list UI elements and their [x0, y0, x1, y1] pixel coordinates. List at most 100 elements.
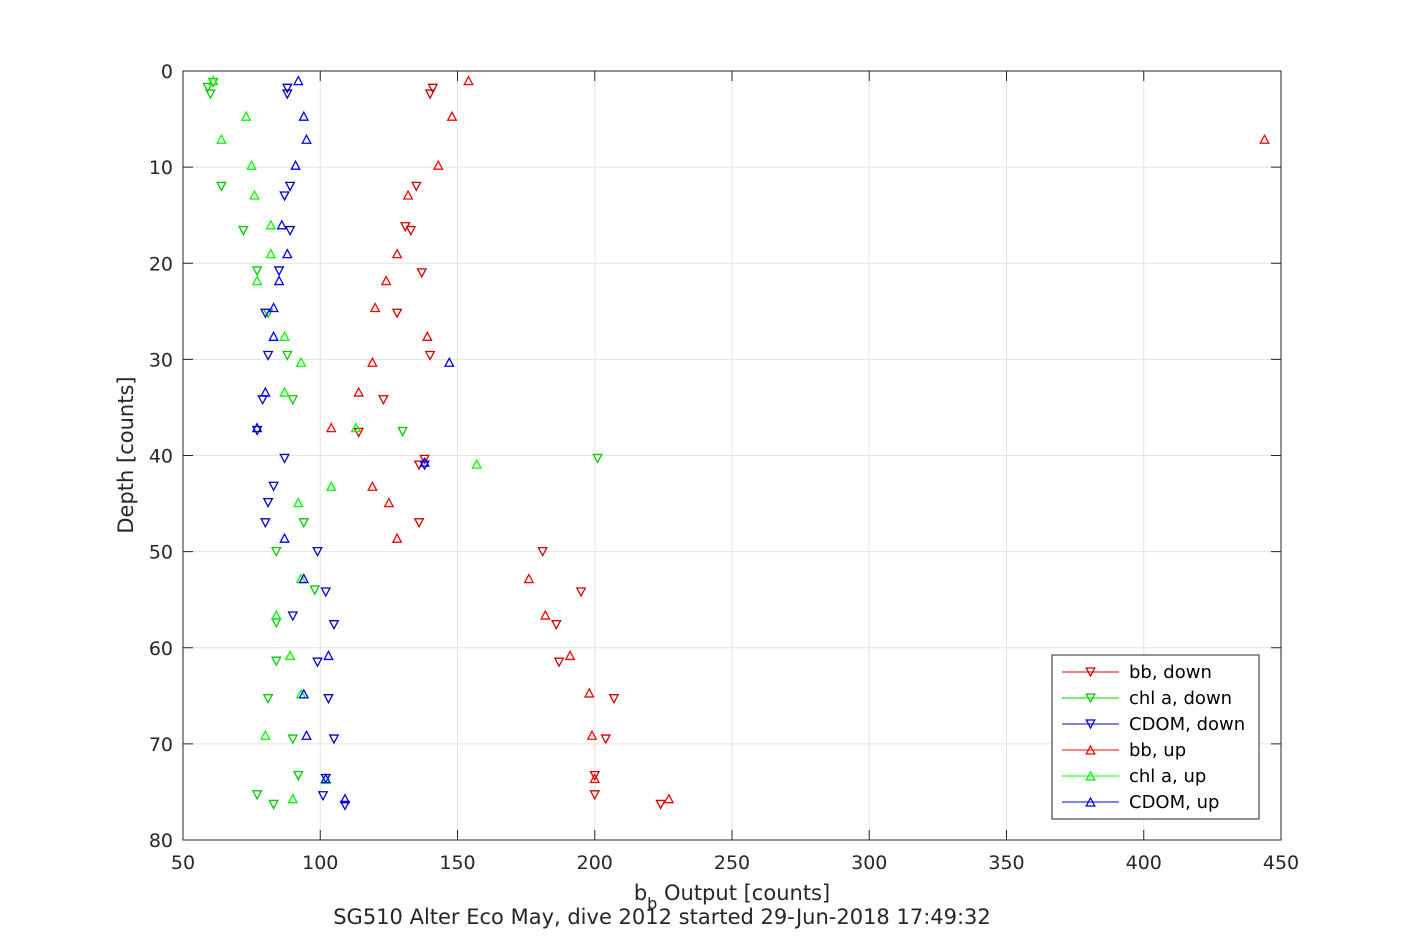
- legend-label: bb, down: [1129, 662, 1212, 683]
- x-axis-label-rest: Output [counts]: [657, 881, 830, 905]
- series-0: [353, 83, 666, 810]
- data-point: [471, 458, 483, 469]
- y-tick-label: 40: [149, 446, 173, 468]
- y-tick-label: 60: [149, 638, 173, 660]
- data-point: [600, 734, 612, 745]
- data-point: [446, 110, 458, 121]
- data-point: [270, 546, 282, 558]
- data-point: [251, 790, 263, 801]
- data-point: [298, 518, 310, 529]
- legend-item: chl a, up: [1062, 766, 1206, 787]
- legend-item: CDOM, up: [1062, 792, 1219, 813]
- series-3: [325, 75, 1270, 804]
- data-point: [325, 480, 337, 491]
- data-point: [655, 799, 666, 810]
- data-point: [298, 573, 310, 584]
- x-tick-label: 300: [851, 852, 887, 874]
- data-point: [268, 799, 279, 810]
- legend-label: CDOM, up: [1129, 792, 1219, 813]
- x-axis-ticks: 50 100 150 200 250 300 350 400 450: [171, 71, 1299, 874]
- x-tick-label: 200: [577, 852, 613, 874]
- data-point: [663, 793, 675, 804]
- y-tick-label: 0: [161, 61, 173, 83]
- data-point: [421, 330, 433, 341]
- data-point: [419, 456, 430, 467]
- data-point: [432, 159, 444, 170]
- data-point: [216, 133, 227, 144]
- legend-marker: [1085, 693, 1096, 704]
- data-point: [540, 609, 551, 620]
- data-point: [589, 770, 601, 781]
- data-point: [550, 620, 562, 631]
- series-5: [251, 75, 455, 804]
- data-point: [281, 248, 293, 259]
- legend-label: CDOM, down: [1129, 714, 1245, 735]
- data-point: [251, 275, 263, 286]
- data-point: [268, 481, 279, 492]
- data-point: [523, 573, 535, 584]
- legend-marker: [1085, 744, 1096, 755]
- data-point: [284, 650, 296, 661]
- data-point: [246, 159, 257, 170]
- data-point: [586, 729, 598, 740]
- data-point: [279, 191, 290, 202]
- data-point: [402, 189, 414, 200]
- data-point: [279, 453, 290, 464]
- data-point: [284, 181, 296, 192]
- data-point: [260, 386, 271, 397]
- x-tick-label: 150: [439, 852, 475, 874]
- legend-marker: [1085, 667, 1096, 678]
- data-point: [292, 75, 304, 86]
- x-tick-label: 250: [714, 852, 750, 874]
- data-point: [419, 454, 430, 465]
- data-point: [320, 773, 332, 784]
- data-point: [281, 89, 293, 100]
- data-point: [309, 585, 321, 596]
- data-point: [262, 497, 274, 508]
- x-tick-label: 50: [171, 852, 195, 874]
- data-point: [281, 83, 293, 94]
- data-point: [265, 219, 277, 230]
- data-point: [405, 225, 417, 236]
- y-tick-label: 30: [149, 349, 173, 371]
- data-point: [251, 425, 263, 436]
- data-point: [367, 356, 378, 367]
- data-point: [279, 386, 290, 397]
- data-point: [592, 453, 603, 464]
- data-point: [537, 546, 548, 558]
- data-point: [589, 790, 601, 801]
- data-point: [391, 248, 403, 259]
- data-point: [380, 275, 392, 286]
- data-point: [608, 694, 620, 705]
- legend-box: [1051, 654, 1260, 820]
- data-point: [583, 687, 595, 698]
- data-point: [205, 89, 216, 100]
- data-point: [207, 75, 219, 86]
- data-point: [353, 386, 365, 397]
- x-axis-label-subscript: b: [647, 894, 657, 913]
- data-point: [284, 225, 296, 236]
- data-point: [413, 518, 425, 529]
- data-point: [260, 518, 271, 529]
- data-point: [262, 694, 274, 705]
- y-axis-label: Depth [counts]: [114, 376, 138, 533]
- legend-item: CDOM, down: [1062, 714, 1245, 735]
- data-point: [292, 497, 304, 508]
- legend-label: chl a, up: [1129, 766, 1206, 787]
- y-axis-ticks: 0 10 20 30 40 50 60 70 80: [149, 61, 1281, 852]
- data-point: [262, 350, 274, 361]
- data-point: [238, 225, 249, 236]
- data-point: [265, 248, 277, 259]
- x-tick-label: 350: [988, 852, 1024, 874]
- data-point: [216, 181, 227, 192]
- data-point: [287, 793, 299, 804]
- data-point: [320, 587, 332, 598]
- legend-label: bb, up: [1129, 740, 1186, 761]
- data-point: [383, 497, 395, 508]
- legend-marker: [1085, 719, 1096, 730]
- x-tick-label: 400: [1126, 852, 1162, 874]
- data-point: [251, 266, 263, 277]
- legend-marker: [1085, 796, 1096, 807]
- data-point: [427, 83, 439, 94]
